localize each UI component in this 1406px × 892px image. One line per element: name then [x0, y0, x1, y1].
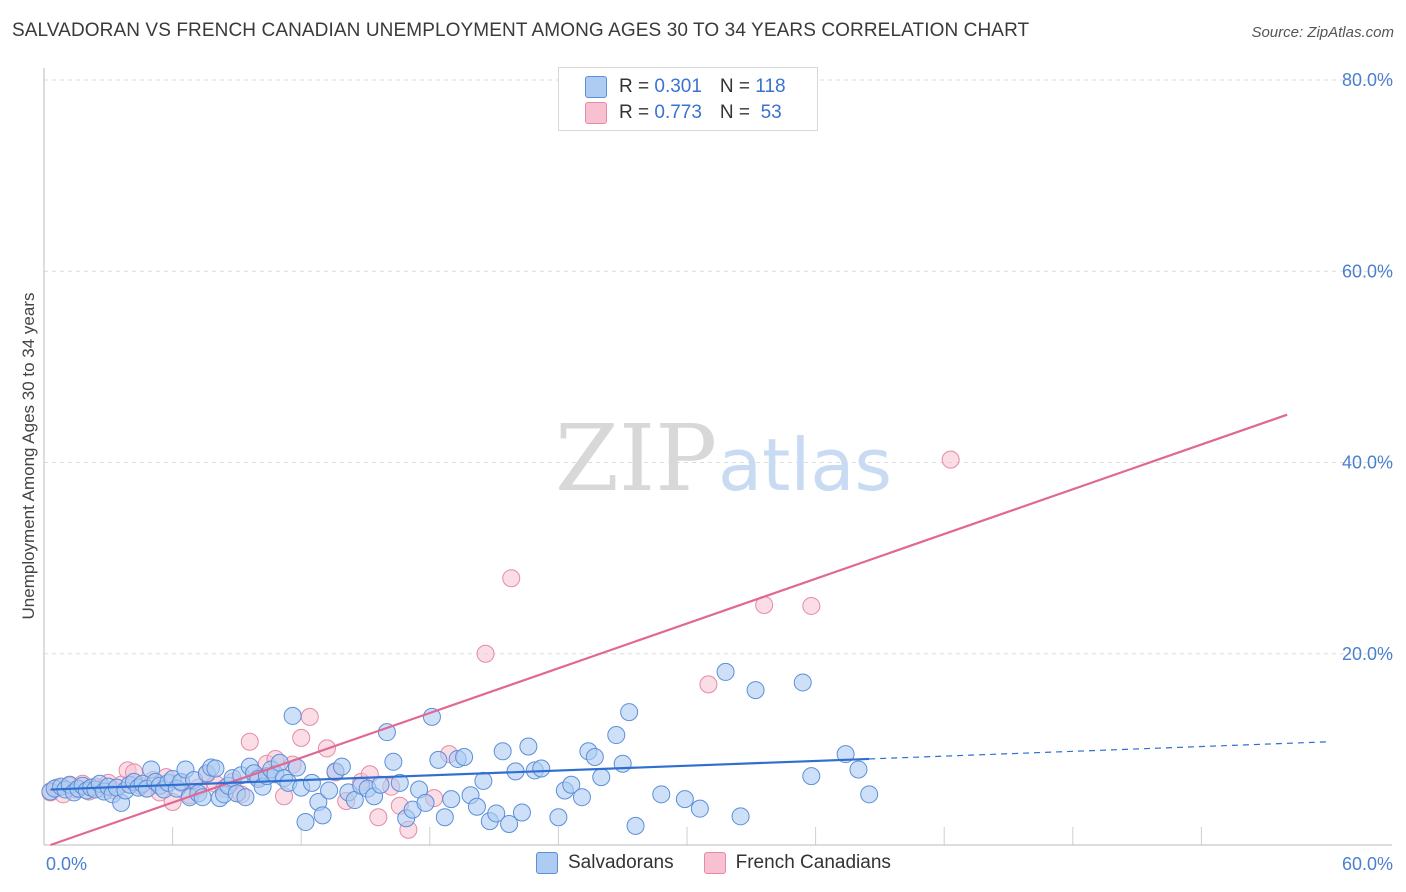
point-salvadorans — [474, 771, 493, 790]
point-salvadorans — [332, 757, 351, 776]
point-salvadorans — [487, 804, 506, 823]
point-salvadorans — [416, 793, 435, 812]
point-french-canadians — [802, 596, 821, 615]
y-tick-label: 60.0% — [1342, 261, 1393, 281]
point-salvadorans — [296, 813, 315, 832]
axes — [43, 68, 1392, 846]
point-salvadorans — [283, 706, 302, 725]
point-salvadorans — [731, 807, 750, 826]
legend-r-label: R = — [619, 102, 655, 123]
series-legend: Salvadorans French Canadians — [536, 852, 921, 874]
legend-r-label: R = — [619, 76, 655, 97]
point-salvadorans — [620, 703, 639, 722]
y-axis-label: Unemployment Among Ages 30 to 34 years — [19, 293, 38, 620]
legend-n-label: N = — [719, 76, 756, 97]
point-salvadorans — [442, 790, 461, 809]
y-tick-label: 40.0% — [1342, 453, 1393, 473]
point-salvadorans — [592, 768, 611, 787]
point-salvadorans — [302, 773, 321, 792]
point-salvadorans — [206, 759, 225, 778]
legend-label: Salvadorans — [568, 852, 674, 873]
legend-r-value: 0.301 — [654, 76, 702, 97]
grid-lines — [44, 79, 1392, 845]
source-label: Source: ZipAtlas.com — [1251, 24, 1394, 41]
point-salvadorans — [467, 797, 486, 816]
point-salvadorans — [377, 723, 396, 742]
legend-item-salvadorans: Salvadorans — [536, 852, 674, 874]
stats-legend: R = 0.301 N = 118 R = 0.773 N = 53 — [558, 67, 818, 131]
point-salvadorans — [849, 760, 868, 779]
point-french-canadians — [502, 569, 521, 588]
y-tick-label: 20.0% — [1342, 644, 1393, 664]
point-salvadorans — [500, 814, 519, 833]
point-salvadorans — [532, 759, 551, 778]
legend-n-value: 118 — [755, 76, 786, 97]
point-salvadorans — [429, 750, 448, 769]
point-salvadorans — [802, 767, 821, 786]
point-salvadorans — [455, 748, 474, 767]
point-salvadorans — [607, 726, 626, 745]
legend-swatch-pink — [703, 852, 726, 874]
point-salvadorans — [236, 788, 255, 807]
point-salvadorans — [652, 785, 671, 804]
point-salvadorans — [716, 662, 735, 681]
tick-labels: 20.0% 40.0% 60.0% 80.0% 0.0% 60.0% — [46, 70, 1393, 874]
point-salvadorans — [613, 754, 632, 773]
point-salvadorans — [860, 785, 879, 804]
legend-row-french-canadians: R = 0.773 N = 53 — [585, 100, 782, 126]
legend-item-french-canadians: French Canadians — [703, 852, 891, 874]
trend-line-french-canadians — [50, 413, 1288, 847]
x-tick-label: 0.0% — [46, 854, 87, 874]
point-salvadorans — [549, 808, 568, 827]
point-salvadorans — [572, 788, 591, 807]
legend-swatch-blue — [585, 76, 607, 98]
legend-row-salvadorans: R = 0.301 N = 118 — [585, 74, 786, 100]
point-salvadorans — [675, 790, 694, 809]
point-salvadorans — [371, 775, 390, 794]
point-french-canadians — [292, 728, 311, 747]
legend-label: French Canadians — [735, 852, 891, 873]
point-french-canadians — [476, 644, 495, 663]
legend-n-label: N = — [719, 102, 756, 123]
point-salvadorans — [390, 773, 409, 792]
x-tick-label: 60.0% — [1342, 854, 1393, 874]
legend-swatch-pink — [585, 102, 607, 124]
point-french-canadians — [369, 808, 388, 827]
legend-n-value: 53 — [755, 102, 782, 123]
point-salvadorans — [585, 748, 604, 767]
legend-r-value: 0.773 — [654, 102, 702, 123]
point-salvadorans — [435, 808, 454, 827]
watermark-atlas: atlas — [718, 423, 892, 507]
point-salvadorans — [793, 673, 812, 692]
point-salvadorans — [519, 737, 538, 756]
point-french-canadians — [699, 675, 718, 694]
trend-line-salvadorans — [50, 757, 870, 791]
point-salvadorans — [690, 799, 709, 818]
y-tick-label: 80.0% — [1342, 70, 1393, 90]
point-salvadorans — [493, 742, 512, 761]
point-french-canadians — [941, 450, 960, 469]
point-salvadorans — [836, 745, 855, 764]
point-salvadorans — [313, 806, 332, 825]
point-salvadorans — [626, 816, 645, 835]
trend-line-salvadorans-extrapolated — [869, 741, 1331, 760]
chart-title: SALVADORAN VS FRENCH CANADIAN UNEMPLOYME… — [12, 20, 1030, 41]
watermark-zip: ZIP — [555, 405, 717, 512]
point-salvadorans — [384, 752, 403, 771]
point-salvadorans — [562, 775, 581, 794]
point-salvadorans — [746, 681, 765, 700]
point-salvadorans — [512, 803, 531, 822]
point-french-canadians — [300, 707, 319, 726]
point-salvadorans — [320, 781, 339, 800]
trend-lines — [50, 413, 1331, 847]
point-french-canadians — [240, 732, 259, 751]
legend-swatch-blue — [536, 852, 558, 874]
watermark: ZIP atlas — [555, 405, 892, 512]
